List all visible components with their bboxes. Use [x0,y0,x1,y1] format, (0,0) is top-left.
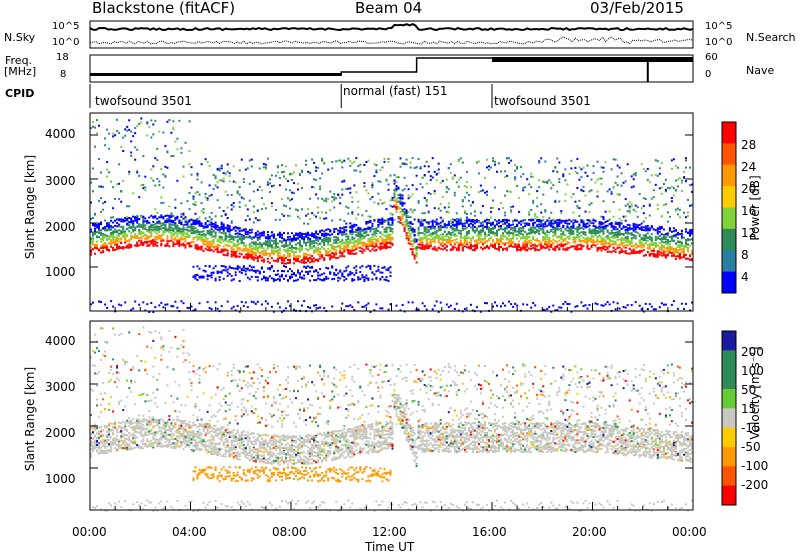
power-colorbar-swatch-5 [722,228,736,251]
cpid-segment-2: normal (fast) 151 [343,84,448,98]
x-axis-label: Time UT [365,540,415,554]
vel-cb-tick-m15: -15 [741,421,761,435]
xtick-0: 00:00 [72,525,107,539]
xtick-1: 04:00 [172,525,207,539]
power-colorbar-swatch-1 [722,143,736,166]
velocity-ytick-2000: 2000 [45,426,76,440]
power-colorbar-frame [721,121,737,294]
power-colorbar-swatch-3 [722,186,736,208]
power-cb-tick-24: 24 [741,160,757,174]
power-cb-tick-8: 8 [741,248,749,262]
vel-cb-tick-15: 15 [741,402,757,416]
power-cb-tick-16: 16 [741,204,757,218]
station-title: Blackstone (fitACF) [92,0,236,17]
power-cb-tick-28: 28 [741,138,757,152]
freq-tick-lo: 8 [60,69,67,80]
velocity-colorbar-swatch-0 [722,331,736,351]
velocity-colorbar-swatch-2 [722,369,736,390]
xtick-3: 12:00 [372,525,407,539]
velocity-colorbar-swatch-8 [722,485,736,506]
cpid-segment-1: twofsound 3501 [95,94,192,108]
velocity-colorbar-swatch-6 [722,447,736,467]
velocity-colorbar-swatch-1 [722,350,736,371]
power-ytick-2000: 2000 [45,220,76,234]
power-ytick-3000: 3000 [45,174,76,188]
power-cb-tick-12: 12 [741,226,757,240]
velocity-colorbar-swatch-4 [722,408,736,429]
vel-cb-tick-50: 50 [741,383,757,397]
cpid-segment-3: twofsound 3501 [494,94,591,108]
vel-cb-tick-m100: -100 [741,459,769,473]
freq-label-2: [MHz] [4,65,37,78]
nave-segment-2 [492,57,693,62]
power-colorbar-swatch-2 [722,164,736,187]
vel-cb-tick-m50: -50 [741,440,761,454]
power-ytick-4000: 4000 [45,127,76,141]
power-colorbar-swatch-4 [722,207,736,230]
nsky-line [89,22,694,32]
power-panel-bg [90,113,693,311]
xtick-5: 20:00 [572,525,607,539]
cpid-label: CPID [5,87,35,100]
velocity-ytick-3000: 3000 [45,380,76,394]
power-colorbar-swatch-6 [722,250,736,273]
nsearch-line [89,36,694,45]
nave-segment-1 [90,73,342,76]
nsearch-tick-lo: 10^0 [705,37,733,48]
velocity-echoes [90,326,693,512]
freq-label-1: Freq. [5,54,33,67]
power-ytick-1000: 1000 [45,265,76,279]
nsearch-label: N.Search [746,31,796,44]
xtick-4: 16:00 [472,525,507,539]
beam-label: Beam 04 [355,0,423,17]
vel-cb-tick-200: 200 [741,345,764,359]
nave-tick-hi: 60 [705,52,718,63]
nave-tick-lo: 0 [705,69,712,80]
velocity-panel-bg [90,321,693,510]
nsearch-tick-hi: 10^5 [705,21,733,32]
velocity-colorbar-frame [721,330,737,506]
vel-cb-tick-m200: -200 [741,478,769,492]
freq-tick-hi: 18 [56,52,69,63]
velocity-colorbar-swatch-7 [722,466,736,487]
nsky-label: N.Sky [4,31,36,44]
nsky-panel-frame [89,20,694,49]
xtick-6: 00:00 [672,525,707,539]
velocity-colorbar-swatch-3 [722,389,736,409]
power-cb-tick-4: 4 [741,270,749,284]
nsky-tick-hi: 10^5 [52,21,80,32]
nave-label: Nave [746,64,775,77]
freq-panel-frame [89,54,694,83]
nsky-tick-lo: 10^0 [52,37,80,48]
power-colorbar-swatch-7 [722,271,736,294]
power-colorbar-swatch-0 [722,122,736,144]
velocity-ytick-4000: 4000 [45,334,76,348]
velocity-ytick-1000: 1000 [45,472,76,486]
velocity-colorbar-swatch-5 [722,427,736,448]
xtick-2: 08:00 [272,525,307,539]
date-label: 03/Feb/2015 [590,0,684,17]
vel-cb-tick-100: 100 [741,364,764,378]
power-cb-tick-20: 20 [741,182,757,196]
